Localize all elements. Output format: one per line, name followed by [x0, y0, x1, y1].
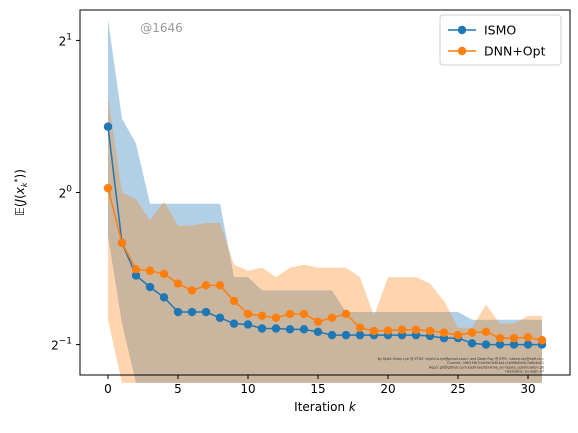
point-dnn-opt: [257, 311, 267, 321]
legend-marker-ismo: [457, 25, 467, 35]
point-ismo: [271, 324, 281, 333]
point-dnn-opt: [285, 309, 295, 319]
plot-frame: [79, 9, 571, 376]
legend-label-ismo: ISMO: [484, 23, 516, 38]
y-tick-label: 2−1: [51, 337, 72, 353]
point-dnn-opt: [145, 266, 155, 275]
point-ismo: [299, 325, 309, 334]
footnote-line: By Kjetil Olsen Lye @ ETHZ <kjetil.o.lye…: [378, 357, 545, 361]
point-ismo: [509, 340, 519, 349]
point-dnn-opt: [439, 328, 449, 337]
point-dnn-opt: [467, 328, 477, 337]
point-dnn-opt: [355, 323, 365, 332]
x-tick-label: 25: [450, 382, 465, 396]
x-axis-label: Iteration k: [294, 400, 357, 414]
point-ismo: [131, 271, 141, 280]
footnote-line: Commit: 1f6f1f3b7c0e9b7d4e3a1c2b5f8d0e9c…: [447, 361, 544, 365]
x-tick-label: 5: [174, 382, 182, 396]
point-ismo: [243, 320, 253, 329]
watermark-text: @1646: [140, 21, 183, 35]
point-dnn-opt: [271, 313, 281, 322]
legend-box: [439, 14, 562, 66]
point-ismo: [355, 330, 365, 340]
point-ismo: [341, 330, 351, 340]
axis-ticks: 0 5 10 15 20 25 30 2−1 20 21: [51, 32, 536, 396]
point-dnn-opt: [117, 238, 127, 248]
point-ismo: [313, 327, 323, 336]
footnote-line: Hostname: eu-login-37: [505, 370, 544, 374]
point-ismo: [201, 307, 211, 317]
y-tick-label: 21: [59, 32, 72, 48]
point-dnn-opt: [103, 183, 113, 193]
band-dnn-opt: [108, 96, 542, 383]
point-dnn-opt: [341, 309, 351, 319]
point-dnn-opt: [201, 281, 211, 290]
point-dnn-opt: [397, 325, 407, 334]
point-ismo: [229, 319, 239, 328]
point-dnn-opt: [481, 327, 491, 336]
point-dnn-opt: [411, 325, 421, 334]
point-ismo: [257, 324, 267, 333]
point-ismo: [495, 340, 505, 349]
point-dnn-opt: [243, 309, 253, 319]
point-dnn-opt: [383, 326, 393, 335]
x-tick-label: 15: [310, 382, 325, 396]
point-dnn-opt: [229, 296, 239, 306]
point-dnn-opt: [313, 317, 323, 326]
point-ismo: [327, 330, 337, 340]
point-dnn-opt: [425, 326, 435, 336]
point-ismo: [159, 293, 169, 302]
point-ismo: [187, 307, 197, 317]
legend-label-dnn-opt: DNN+Opt: [484, 44, 546, 59]
y-axis-label: 𝔼(J(xk*)): [13, 169, 29, 216]
point-dnn-opt: [369, 326, 379, 336]
point-ismo: [285, 325, 295, 334]
x-tick-label: 10: [240, 382, 255, 396]
point-ismo: [145, 282, 155, 292]
point-dnn-opt: [159, 269, 169, 279]
x-tick-label: 0: [104, 382, 112, 396]
point-dnn-opt: [495, 333, 505, 343]
point-ismo: [523, 340, 533, 349]
point-dnn-opt: [131, 264, 141, 274]
point-dnn-opt: [173, 279, 183, 288]
point-dnn-opt: [537, 336, 547, 345]
point-ismo: [481, 340, 491, 349]
series-markers: [103, 122, 547, 349]
legend: ISMO DNN+Opt: [439, 14, 562, 66]
point-dnn-opt: [327, 313, 337, 322]
legend-marker-dnn-opt: [457, 46, 467, 56]
point-dnn-opt: [215, 281, 225, 290]
point-dnn-opt: [299, 309, 309, 319]
footnote-block: By Kjetil Olsen Lye @ ETHZ <kjetil.o.lye…: [378, 357, 545, 374]
band-ismo: [108, 19, 542, 383]
point-ismo: [173, 307, 183, 317]
confidence-bands: [108, 19, 542, 383]
point-ismo: [215, 313, 225, 322]
point-dnn-opt: [509, 333, 519, 343]
y-tick-label: 20: [59, 185, 73, 201]
point-dnn-opt: [187, 286, 197, 295]
point-dnn-opt: [523, 333, 533, 342]
point-ismo: [467, 339, 477, 348]
x-tick-label: 30: [520, 382, 535, 396]
point-dnn-opt: [453, 330, 463, 340]
point-ismo: [103, 122, 113, 131]
footnote-line: Repo: git@github.com:kjetil-lye/iterativ…: [429, 365, 545, 369]
x-tick-label: 20: [380, 382, 395, 396]
